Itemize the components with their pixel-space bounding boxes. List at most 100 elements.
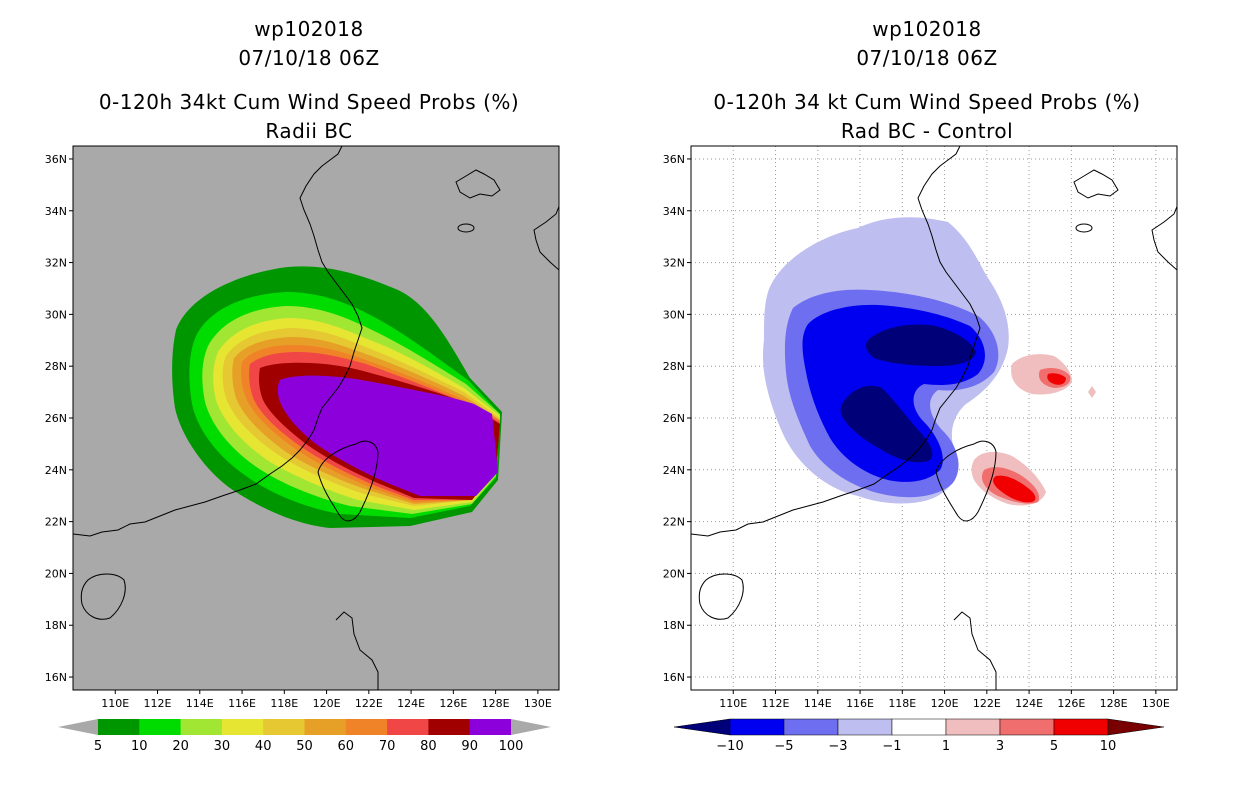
right-coastlines [691, 146, 1177, 690]
japan-outline [533, 200, 559, 271]
colorbar-label: 10 [1100, 739, 1117, 754]
x-tick-label: 130E [1142, 697, 1170, 710]
colorbar-label: 60 [338, 739, 355, 754]
colorbar-swatch [139, 719, 182, 735]
colorbar-label: 90 [461, 739, 478, 754]
colorbar-label: 3 [996, 739, 1004, 754]
x-tick-label: 122E [973, 697, 1001, 710]
right-contour-fills [762, 217, 1096, 506]
x-tick-label: 130E [524, 697, 552, 710]
colorbar-label: 100 [499, 739, 524, 754]
colorbar-label: 30 [214, 739, 231, 754]
y-tick-label: 18N [663, 619, 685, 632]
y-tick-label: 32N [45, 257, 67, 270]
diff-pos-5-south [993, 475, 1036, 503]
diff-neg-10-north [866, 324, 976, 366]
colorbar-label: 50 [296, 739, 313, 754]
colorbar-swatch [1053, 718, 1109, 736]
colorbar-label: −1 [882, 739, 901, 754]
y-tick-label: 16N [663, 671, 685, 684]
colorbar-label: 1 [942, 739, 950, 754]
x-tick-label: 124E [1015, 697, 1043, 710]
x-tick-label: 128E [1100, 697, 1128, 710]
right-title-product: 0-120h 34 kt Cum Wind Speed Probs (%) [713, 90, 1141, 114]
y-tick-label: 30N [663, 308, 685, 321]
colorbar-swatch [837, 718, 893, 736]
y-tick-label: 32N [663, 257, 685, 270]
x-tick-label: 122E [355, 697, 383, 710]
y-tick-label: 34N [45, 205, 67, 218]
china-coastline [73, 146, 363, 537]
right-colorbar: −10 −5 −3 −1 1 3 5 10 [673, 718, 1165, 754]
y-tick-label: 20N [45, 567, 67, 580]
y-tick-label: 28N [663, 360, 685, 373]
y-tick-label: 26N [663, 412, 685, 425]
china-coastline [691, 146, 981, 537]
x-tick-label: 116E [846, 697, 874, 710]
left-chart-panel: wp102018 07/10/18 06Z 0-120h 34kt Cum Wi… [45, 17, 560, 754]
colorbar-label: 80 [420, 739, 437, 754]
y-tick-label: 28N [45, 360, 67, 373]
left-title-date: 07/10/18 06Z [238, 46, 380, 70]
y-tick-label: 16N [45, 671, 67, 684]
luzon-outline [953, 611, 997, 690]
x-tick-label: 118E [270, 697, 298, 710]
left-y-axis: 16N 18N 20N 22N 24N 26N 28N 30N 32N 34N 36N [45, 153, 73, 684]
y-tick-label: 36N [663, 153, 685, 166]
x-tick-label: 118E [888, 697, 916, 710]
colorbar-swatch [891, 718, 947, 736]
left-colorbar: 5 10 20 30 40 50 60 70 80 90 100 [58, 719, 551, 754]
colorbar-swatch [428, 719, 471, 735]
colorbar-arrow-high [511, 719, 551, 735]
y-tick-label: 20N [663, 567, 685, 580]
diff-pos-5-east [1047, 373, 1066, 385]
y-tick-label: 26N [45, 412, 67, 425]
colorbar-label: −3 [828, 739, 847, 754]
y-tick-label: 24N [663, 464, 685, 477]
x-tick-label: 112E [762, 697, 790, 710]
x-tick-label: 114E [186, 697, 214, 710]
y-tick-label: 30N [45, 308, 67, 321]
colorbar-label: −10 [716, 739, 743, 754]
y-tick-label: 34N [663, 205, 685, 218]
y-tick-label: 24N [45, 464, 67, 477]
colorbar-swatch [345, 719, 388, 735]
diff-neg-10-south [840, 385, 933, 463]
colorbar-swatch [304, 719, 347, 735]
left-title-product: 0-120h 34kt Cum Wind Speed Probs (%) [98, 90, 520, 114]
colorbar-label: 70 [379, 739, 396, 754]
colorbar-label: 10 [131, 739, 148, 754]
right-title-date: 07/10/18 06Z [856, 46, 998, 70]
colorbar-arrow-low [58, 719, 98, 735]
colorbar-swatch [180, 719, 223, 735]
colorbar-label: 5 [1050, 739, 1058, 754]
colorbar-label: 20 [172, 739, 189, 754]
x-tick-label: 110E [719, 697, 747, 710]
colorbar-swatch [387, 719, 429, 735]
colorbar-label: 5 [94, 739, 102, 754]
right-title-storm: wp102018 [872, 17, 982, 41]
x-tick-label: 112E [144, 697, 172, 710]
taiwan-outline [317, 440, 379, 522]
hainan-outline [80, 573, 126, 620]
colorbar-arrow-high [1107, 718, 1165, 736]
right-x-axis: 110E 112E 114E 116E 118E 120E 122E 124E 126E 128E… [719, 690, 1170, 710]
y-tick-label: 18N [45, 619, 67, 632]
colorbar-swatch [98, 719, 140, 735]
x-tick-label: 126E [439, 697, 467, 710]
left-title-storm: wp102018 [254, 17, 364, 41]
korea-outline [455, 169, 501, 199]
colorbar-swatch [999, 718, 1055, 736]
left-title-subtitle: Radii BC [265, 119, 353, 143]
diff-pos-1-small [1088, 386, 1096, 398]
colorbar-swatch [469, 719, 512, 735]
left-contour-fills [172, 266, 502, 528]
hainan-outline [698, 573, 744, 620]
taiwan-outline [935, 440, 997, 522]
colorbar-swatch [263, 719, 305, 735]
right-y-axis: 16N 18N 20N 22N 24N 26N 28N 30N 32N 34N 36N [663, 153, 691, 684]
japan-outline [1151, 200, 1177, 271]
korea-outline [1073, 169, 1119, 199]
y-tick-label: 22N [45, 516, 67, 529]
